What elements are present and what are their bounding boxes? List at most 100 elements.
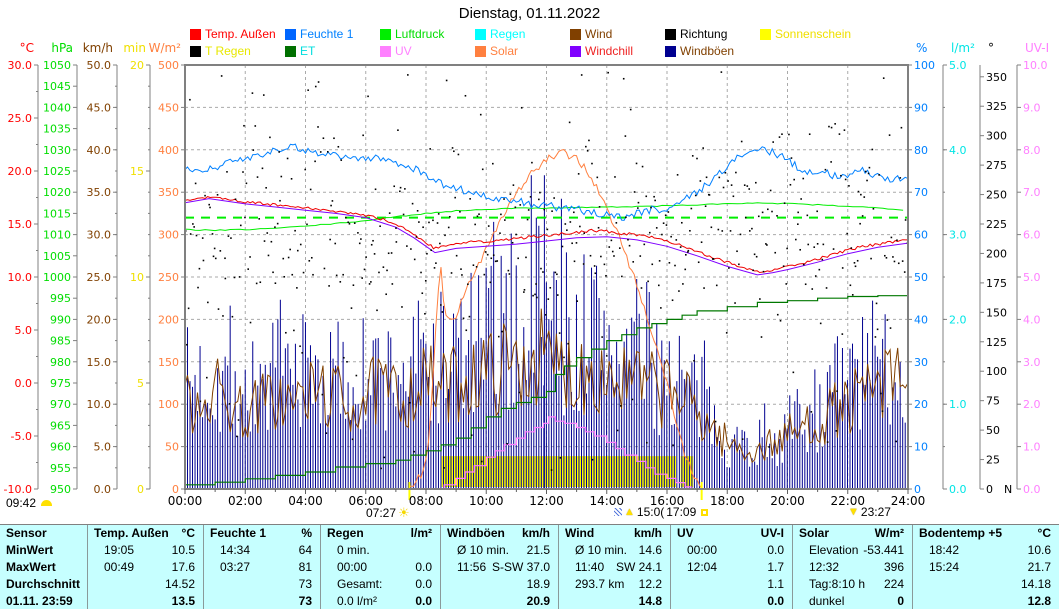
table-row: 15:24 21.7 xyxy=(913,559,1059,576)
cell-value: 64 xyxy=(298,543,312,557)
y-tick-label: 40.0 xyxy=(87,144,112,157)
table-column-solar: Solar W/m² Elevation -53.441 12:32 396 Tag:8:1… xyxy=(792,525,912,609)
cell-time-or-label xyxy=(204,593,220,609)
table-row: Tag:8:10 h 224 xyxy=(793,576,912,593)
series-richtung xyxy=(184,71,909,471)
legend-item-wind: Wind xyxy=(570,27,665,41)
cell-time-or-label xyxy=(671,576,687,593)
y-tick-label: 990 xyxy=(50,313,71,326)
y-tick-label: 30.0 xyxy=(87,229,112,242)
table-row: Ø 10 min. 21.5 xyxy=(441,542,558,559)
weather-chart: 00:00 02:00 04:00 06:00 08:00 10:00 12:00 14:00… xyxy=(4,41,1050,508)
y-tick-label: 50 xyxy=(165,441,179,454)
y-tick-label: 3.0 xyxy=(949,229,967,242)
y-tick-label: 0 xyxy=(172,483,179,496)
axis-unit-label: ° xyxy=(988,41,994,55)
y-tick-label: 125 xyxy=(986,336,1007,349)
legend-swatch xyxy=(570,45,581,57)
y-tick-label: 5 xyxy=(137,377,144,390)
y-tick-label: 300 xyxy=(158,229,179,242)
column-header: UV xyxy=(677,526,694,540)
row-label: 01.11. 23:59 xyxy=(6,594,73,608)
cell-value: 73 xyxy=(298,594,312,608)
table-row: 18:42 10.6 xyxy=(913,542,1059,559)
table-row: 13.5 xyxy=(88,593,203,609)
y-tick-label: 20 xyxy=(130,59,144,72)
y-tick-label: 10.0 xyxy=(8,271,33,284)
row-label: Durchschnitt xyxy=(6,577,81,591)
chart-legend-row-2: T Regen ET UV Solar Windchill Windböen xyxy=(190,44,760,58)
sunset-square-icon xyxy=(701,508,709,516)
y-tick-label: 100 xyxy=(158,398,179,411)
y-tick-label: 4.0 xyxy=(949,144,967,157)
legend-swatch xyxy=(475,45,486,57)
table-row: 14.18 xyxy=(913,576,1059,593)
y-tick-label: 50.0 xyxy=(87,59,112,72)
cell-time-or-label: Ø 10 min. xyxy=(457,543,510,557)
table-row: 0 min. xyxy=(321,542,440,559)
cell-value: 20.9 xyxy=(526,594,550,608)
y-tick-label: 60 xyxy=(914,229,928,242)
sun-rise-set-marks xyxy=(408,482,703,500)
cell-value: 73 xyxy=(298,577,312,591)
y-tick-label: 15.0 xyxy=(8,218,33,231)
x-tick-label: 08:00 xyxy=(409,494,444,508)
cell-value: 14.52 xyxy=(164,577,195,591)
y-tick-label: 250 xyxy=(986,189,1007,202)
column-unit: °C xyxy=(181,526,195,540)
page-title: Dienstag, 01.11.2022 xyxy=(458,5,601,22)
x-tick-label: 00:00 xyxy=(168,494,203,508)
axis-lm2: 5.0 4.0 3.0 2.0 1.0 0.0 l/m² xyxy=(942,41,975,496)
y-tick-label: 3.0 xyxy=(1023,356,1041,369)
cell-value: 17.6 xyxy=(171,560,195,574)
y-tick-label: 20.0 xyxy=(8,165,33,178)
table-row: 1.1 xyxy=(671,576,792,593)
legend-label: Solar xyxy=(490,44,519,58)
table-row: Ø 10 min. 14.6 xyxy=(559,542,670,559)
table-row: 20.9 xyxy=(441,593,558,609)
table-row: 03:27 81 xyxy=(204,559,320,576)
y-tick-label: 175 xyxy=(986,277,1007,290)
legend-label: Feuchte 1 xyxy=(300,27,354,41)
y-tick-label: 980 xyxy=(50,356,71,369)
cell-value: 0.0 xyxy=(767,594,784,608)
y-tick-label: 80 xyxy=(914,144,928,157)
column-header: Windböen xyxy=(447,526,505,540)
axis-hpa: 1050 1045 1040 1035 1030 1025 1020 1015 1010 1005… xyxy=(43,41,78,496)
column-header: Regen xyxy=(327,526,364,540)
table-row: 00:00 0.0 xyxy=(321,559,440,576)
cell-value: 21.5 xyxy=(526,543,550,557)
table-row: 19:05 10.5 xyxy=(88,542,203,559)
legend-item-temp-au-en: Temp. Außen xyxy=(190,27,285,41)
axis-extra-label: N xyxy=(1004,483,1012,496)
y-tick-label: 4.0 xyxy=(1023,313,1041,326)
y-tick-label: 20 xyxy=(914,398,928,411)
y-tick-label: -10.0 xyxy=(4,483,32,496)
column-unit: km/h xyxy=(633,526,662,540)
sunrise-text: 07:27 xyxy=(366,506,397,520)
column-header: Solar xyxy=(799,526,830,540)
table-column-bodentemp-5: Bodentemp +5 °C 18:42 10.6 15:24 21.7 14.18 12.… xyxy=(912,525,1059,609)
table-row: 293.7 km 12.2 xyxy=(559,576,670,593)
table-column-sensor: Sensor MinWert MaxWert Durchschnitt 01.11. 2… xyxy=(0,525,87,609)
y-tick-label: 1050 xyxy=(43,59,71,72)
cell-time-or-label xyxy=(671,593,687,609)
table-row: 12:04 1.7 xyxy=(671,559,792,576)
cell-value: SW 24.1 xyxy=(615,560,662,574)
column-unit: l/m² xyxy=(410,526,432,540)
axis-uvi: 10.0 9.0 8.0 7.0 6.0 5.0 4.0 3.0 2.0 1.0 0.0 UV-I xyxy=(1016,41,1049,496)
cell-time-or-label: 00:00 xyxy=(337,560,368,574)
table-row: 00:49 17.6 xyxy=(88,559,203,576)
y-tick-label: 5.0 xyxy=(15,324,33,337)
x-axis: 00:00 02:00 04:00 06:00 08:00 10:00 12:00 14:00… xyxy=(168,489,925,508)
cell-time-or-label xyxy=(441,576,457,593)
table-row: 18.9 xyxy=(441,576,558,593)
statistics-table: Sensor MinWert MaxWert Durchschnitt 01.11. 2… xyxy=(0,524,1059,609)
y-tick-label: 150 xyxy=(986,306,1007,319)
y-tick-label: 35.0 xyxy=(87,186,112,199)
axis-unit-label: W/m² xyxy=(149,41,182,55)
y-tick-label: 1015 xyxy=(43,207,71,220)
x-tick-label: 20:00 xyxy=(770,494,805,508)
series-feuchte1 xyxy=(184,143,908,221)
y-tick-label: 45.0 xyxy=(87,101,112,114)
